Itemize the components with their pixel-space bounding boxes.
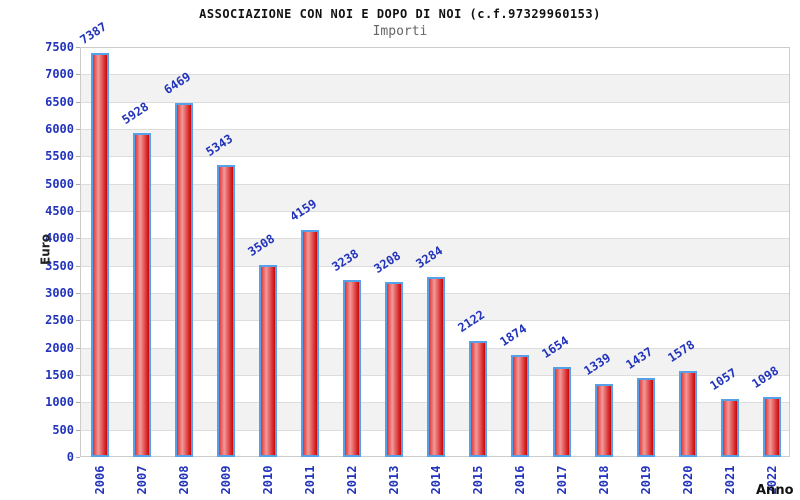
x-tick-label: 2019 — [639, 465, 653, 495]
y-tick-mark — [76, 457, 80, 458]
x-tick-label: 2011 — [303, 465, 317, 495]
gridline — [80, 156, 790, 158]
x-tick-label: 2017 — [555, 465, 569, 495]
x-axis-title: Anno — [756, 483, 794, 498]
y-tick-label: 7000 — [45, 67, 74, 82]
y-tick-mark — [76, 101, 80, 103]
gridline — [80, 183, 790, 185]
grid-band — [80, 183, 790, 211]
x-tick-label: 2020 — [681, 465, 695, 495]
bar-2018 — [595, 383, 613, 457]
bar-2020 — [679, 370, 697, 457]
bar-2013 — [385, 281, 403, 457]
y-tick-mark — [76, 320, 80, 322]
y-tick-mark — [76, 211, 80, 212]
x-tick-label: 2008 — [177, 465, 191, 495]
x-tick-label: 2014 — [429, 465, 443, 495]
y-tick-mark — [76, 375, 80, 376]
chart-subtitle: Importi — [372, 24, 428, 39]
grid-band — [80, 211, 790, 239]
x-tick-label: 2009 — [219, 465, 233, 495]
y-tick-label: 7500 — [45, 40, 74, 54]
y-tick-label: 4500 — [45, 204, 74, 218]
y-tick-mark — [76, 293, 80, 294]
gridline — [80, 101, 790, 103]
gridline — [80, 211, 790, 212]
x-tick-label: 2006 — [93, 465, 107, 495]
y-tick-label: 3000 — [45, 286, 74, 300]
gridline — [80, 74, 790, 76]
bar-2007 — [133, 132, 151, 457]
bar-2015 — [469, 340, 487, 457]
y-tick-mark — [76, 183, 80, 185]
grid-band — [80, 238, 790, 266]
gridline — [80, 129, 790, 130]
x-tick-label: 2018 — [597, 465, 611, 495]
y-axis-title: Euro — [38, 234, 53, 265]
y-tick-mark — [76, 402, 80, 404]
grid-band — [80, 47, 790, 75]
bar-2011 — [301, 229, 319, 457]
bar-2008 — [175, 103, 193, 457]
y-tick-label: 5000 — [45, 176, 74, 191]
y-tick-mark — [76, 238, 80, 240]
y-tick-label: 5500 — [45, 149, 74, 164]
bar-2006 — [91, 53, 109, 457]
y-tick-label: 4000 — [45, 231, 74, 246]
y-tick-label: 6000 — [45, 122, 74, 136]
grid-band — [80, 74, 790, 102]
x-tick-label: 2012 — [345, 465, 359, 495]
y-tick-label: 6500 — [45, 94, 74, 109]
y-tick-label: 0 — [66, 450, 74, 464]
y-tick-mark — [76, 74, 80, 76]
bar-2021 — [721, 399, 739, 457]
y-tick-mark — [76, 265, 80, 267]
y-tick-label: 1000 — [45, 395, 74, 410]
y-tick-mark — [76, 129, 80, 130]
y-tick-mark — [76, 429, 80, 431]
x-tick-label: 2007 — [135, 465, 149, 495]
grid-band — [80, 101, 790, 129]
x-tick-label: 2013 — [387, 465, 401, 495]
bar-2012 — [343, 279, 361, 457]
x-tick-label: 2015 — [471, 465, 485, 495]
bar-2017 — [553, 366, 571, 457]
gridline — [80, 238, 790, 240]
bar-2010 — [259, 265, 277, 457]
y-tick-mark — [76, 347, 80, 349]
bar-2019 — [637, 378, 655, 457]
bar-2014 — [427, 277, 445, 457]
chart-title: ASSOCIAZIONE CON NOI E DOPO DI NOI (c.f.… — [199, 7, 601, 21]
grid-band — [80, 129, 790, 157]
gridline — [80, 265, 790, 267]
y-tick-label: 2500 — [45, 313, 74, 328]
x-tick-label: 2016 — [513, 465, 527, 495]
bar-2009 — [217, 164, 235, 457]
bar-2016 — [511, 354, 529, 457]
grid-band — [80, 156, 790, 184]
bar-2022 — [763, 396, 781, 457]
y-tick-mark — [76, 47, 80, 48]
y-tick-label: 1500 — [45, 368, 74, 382]
x-tick-label: 2021 — [723, 465, 737, 495]
y-tick-mark — [76, 156, 80, 158]
y-tick-label: 2000 — [45, 340, 74, 355]
y-tick-label: 500 — [52, 422, 74, 437]
y-tick-label: 3500 — [45, 258, 74, 273]
x-tick-label: 2010 — [261, 465, 275, 495]
